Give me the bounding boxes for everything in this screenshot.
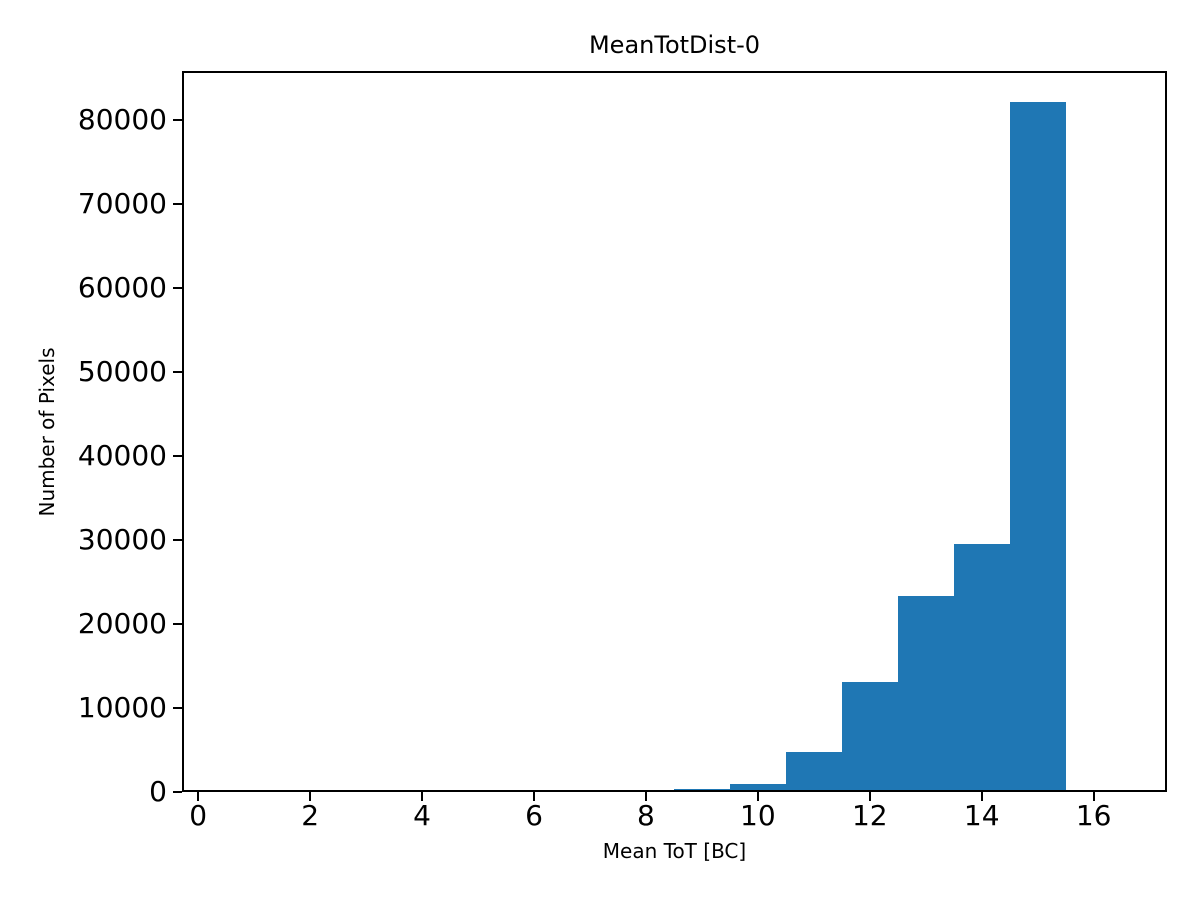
y-tick-label: 80000: [77, 102, 167, 136]
y-tick-mark: [173, 202, 182, 205]
x-tick-label: 2: [301, 799, 320, 832]
x-tick-label: 12: [851, 799, 888, 832]
x-tick-label: 16: [1075, 799, 1112, 832]
y-tick-mark: [173, 118, 182, 121]
histogram-bar: [729, 783, 786, 792]
x-tick-mark: [868, 792, 871, 801]
chart-title: MeanTotDist-0: [588, 31, 761, 59]
histogram-bar: [785, 751, 842, 792]
x-tick-label: 0: [189, 799, 208, 832]
y-tick-label: 70000: [77, 186, 167, 220]
y-tick-label: 50000: [77, 354, 167, 388]
x-tick-mark: [644, 792, 647, 801]
x-tick-label: 10: [740, 799, 776, 832]
y-tick-mark: [173, 538, 182, 541]
y-tick-mark: [173, 286, 182, 289]
x-tick-label: 4: [413, 799, 431, 832]
plot-area: [182, 71, 1167, 792]
x-tick-mark: [533, 792, 536, 801]
y-tick-label: 40000: [77, 438, 167, 472]
x-tick-mark: [309, 792, 312, 801]
y-tick-mark: [173, 706, 182, 709]
x-tick-mark: [1092, 792, 1095, 801]
y-tick-label: 60000: [77, 270, 167, 304]
histogram-bar: [1009, 102, 1066, 792]
y-tick-mark: [173, 791, 182, 793]
x-tick-label: 14: [963, 799, 1000, 832]
x-tick-mark: [756, 792, 759, 801]
histogram-bar: [953, 544, 1010, 792]
y-tick-label: 20000: [77, 606, 167, 640]
y-tick-mark: [173, 370, 182, 373]
histogram-bar: [897, 596, 954, 792]
y-tick-mark: [173, 454, 182, 457]
histogram-bar: [841, 681, 898, 792]
x-tick-label: 6: [525, 799, 543, 832]
x-axis-label: Mean ToT [BC]: [602, 839, 747, 863]
x-tick-mark: [197, 792, 200, 801]
y-tick-label: 0: [149, 775, 167, 808]
x-tick-label: 8: [637, 799, 655, 832]
y-tick-label: 10000: [77, 690, 167, 724]
x-tick-mark: [421, 792, 424, 801]
y-tick-label: 30000: [77, 522, 167, 556]
y-tick-mark: [173, 622, 182, 625]
x-tick-mark: [980, 792, 983, 801]
